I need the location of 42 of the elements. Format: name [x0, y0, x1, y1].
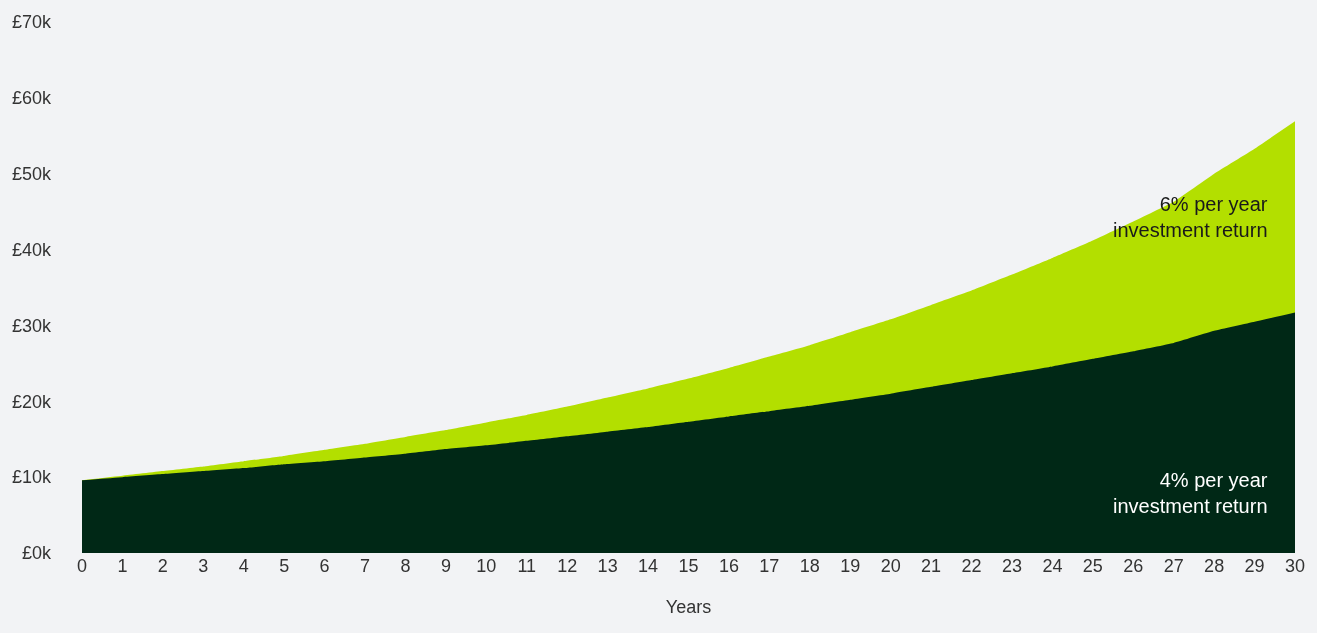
x-tick-label: 12 [557, 556, 578, 576]
x-tick-label: 19 [840, 556, 861, 576]
y-tick-label: £20k [11, 391, 52, 412]
series-label: 4% per year investment return [1113, 469, 1268, 517]
x-tick-label: 27 [1163, 556, 1184, 576]
x-tick-label: 21 [921, 556, 942, 576]
x-tick-label: 13 [597, 556, 618, 576]
x-axis-title: Years [665, 597, 712, 618]
x-tick-label: 22 [961, 556, 982, 576]
series-label: 6% per year investment return [1113, 193, 1268, 241]
x-tick-label: 0 [76, 556, 88, 576]
x-tick-label: 8 [400, 556, 411, 576]
x-tick-label: 23 [1001, 556, 1022, 576]
x-tick-label: 25 [1082, 556, 1103, 576]
y-tick-label: £30k [11, 315, 52, 336]
x-tick-label: 11 [517, 556, 537, 576]
x-tick-label: 20 [880, 556, 901, 576]
x-tick-label: 10 [476, 556, 497, 576]
x-tick-label: 1 [117, 556, 128, 576]
x-tick-label: 18 [799, 556, 820, 576]
x-tick-label: 28 [1204, 556, 1225, 576]
x-tick-label: 17 [759, 556, 780, 576]
y-tick-label: £10k [11, 467, 52, 488]
y-tick-label: £40k [11, 239, 52, 260]
x-tick-label: 9 [440, 556, 451, 576]
y-tick-label: £0k [21, 543, 52, 564]
x-tick-label: 30 [1284, 556, 1306, 576]
x-tick-label: 3 [198, 556, 209, 576]
y-tick-label: £50k [11, 164, 52, 185]
x-tick-label: 14 [638, 556, 659, 576]
x-tick-label: 7 [360, 556, 371, 576]
x-tick-label: 4 [238, 556, 249, 576]
x-tick-label: 2 [157, 556, 168, 576]
x-tick-label: 24 [1042, 556, 1063, 576]
x-tick-label: 5 [279, 556, 290, 576]
x-tick-label: 29 [1244, 556, 1265, 576]
x-tick-label: 26 [1123, 556, 1144, 576]
x-tick-label: 6 [319, 556, 330, 576]
x-tick-label: 15 [678, 556, 699, 576]
y-tick-label: £70k [11, 12, 52, 33]
x-tick-label: 16 [718, 556, 739, 576]
y-tick-label: £60k [11, 88, 52, 109]
